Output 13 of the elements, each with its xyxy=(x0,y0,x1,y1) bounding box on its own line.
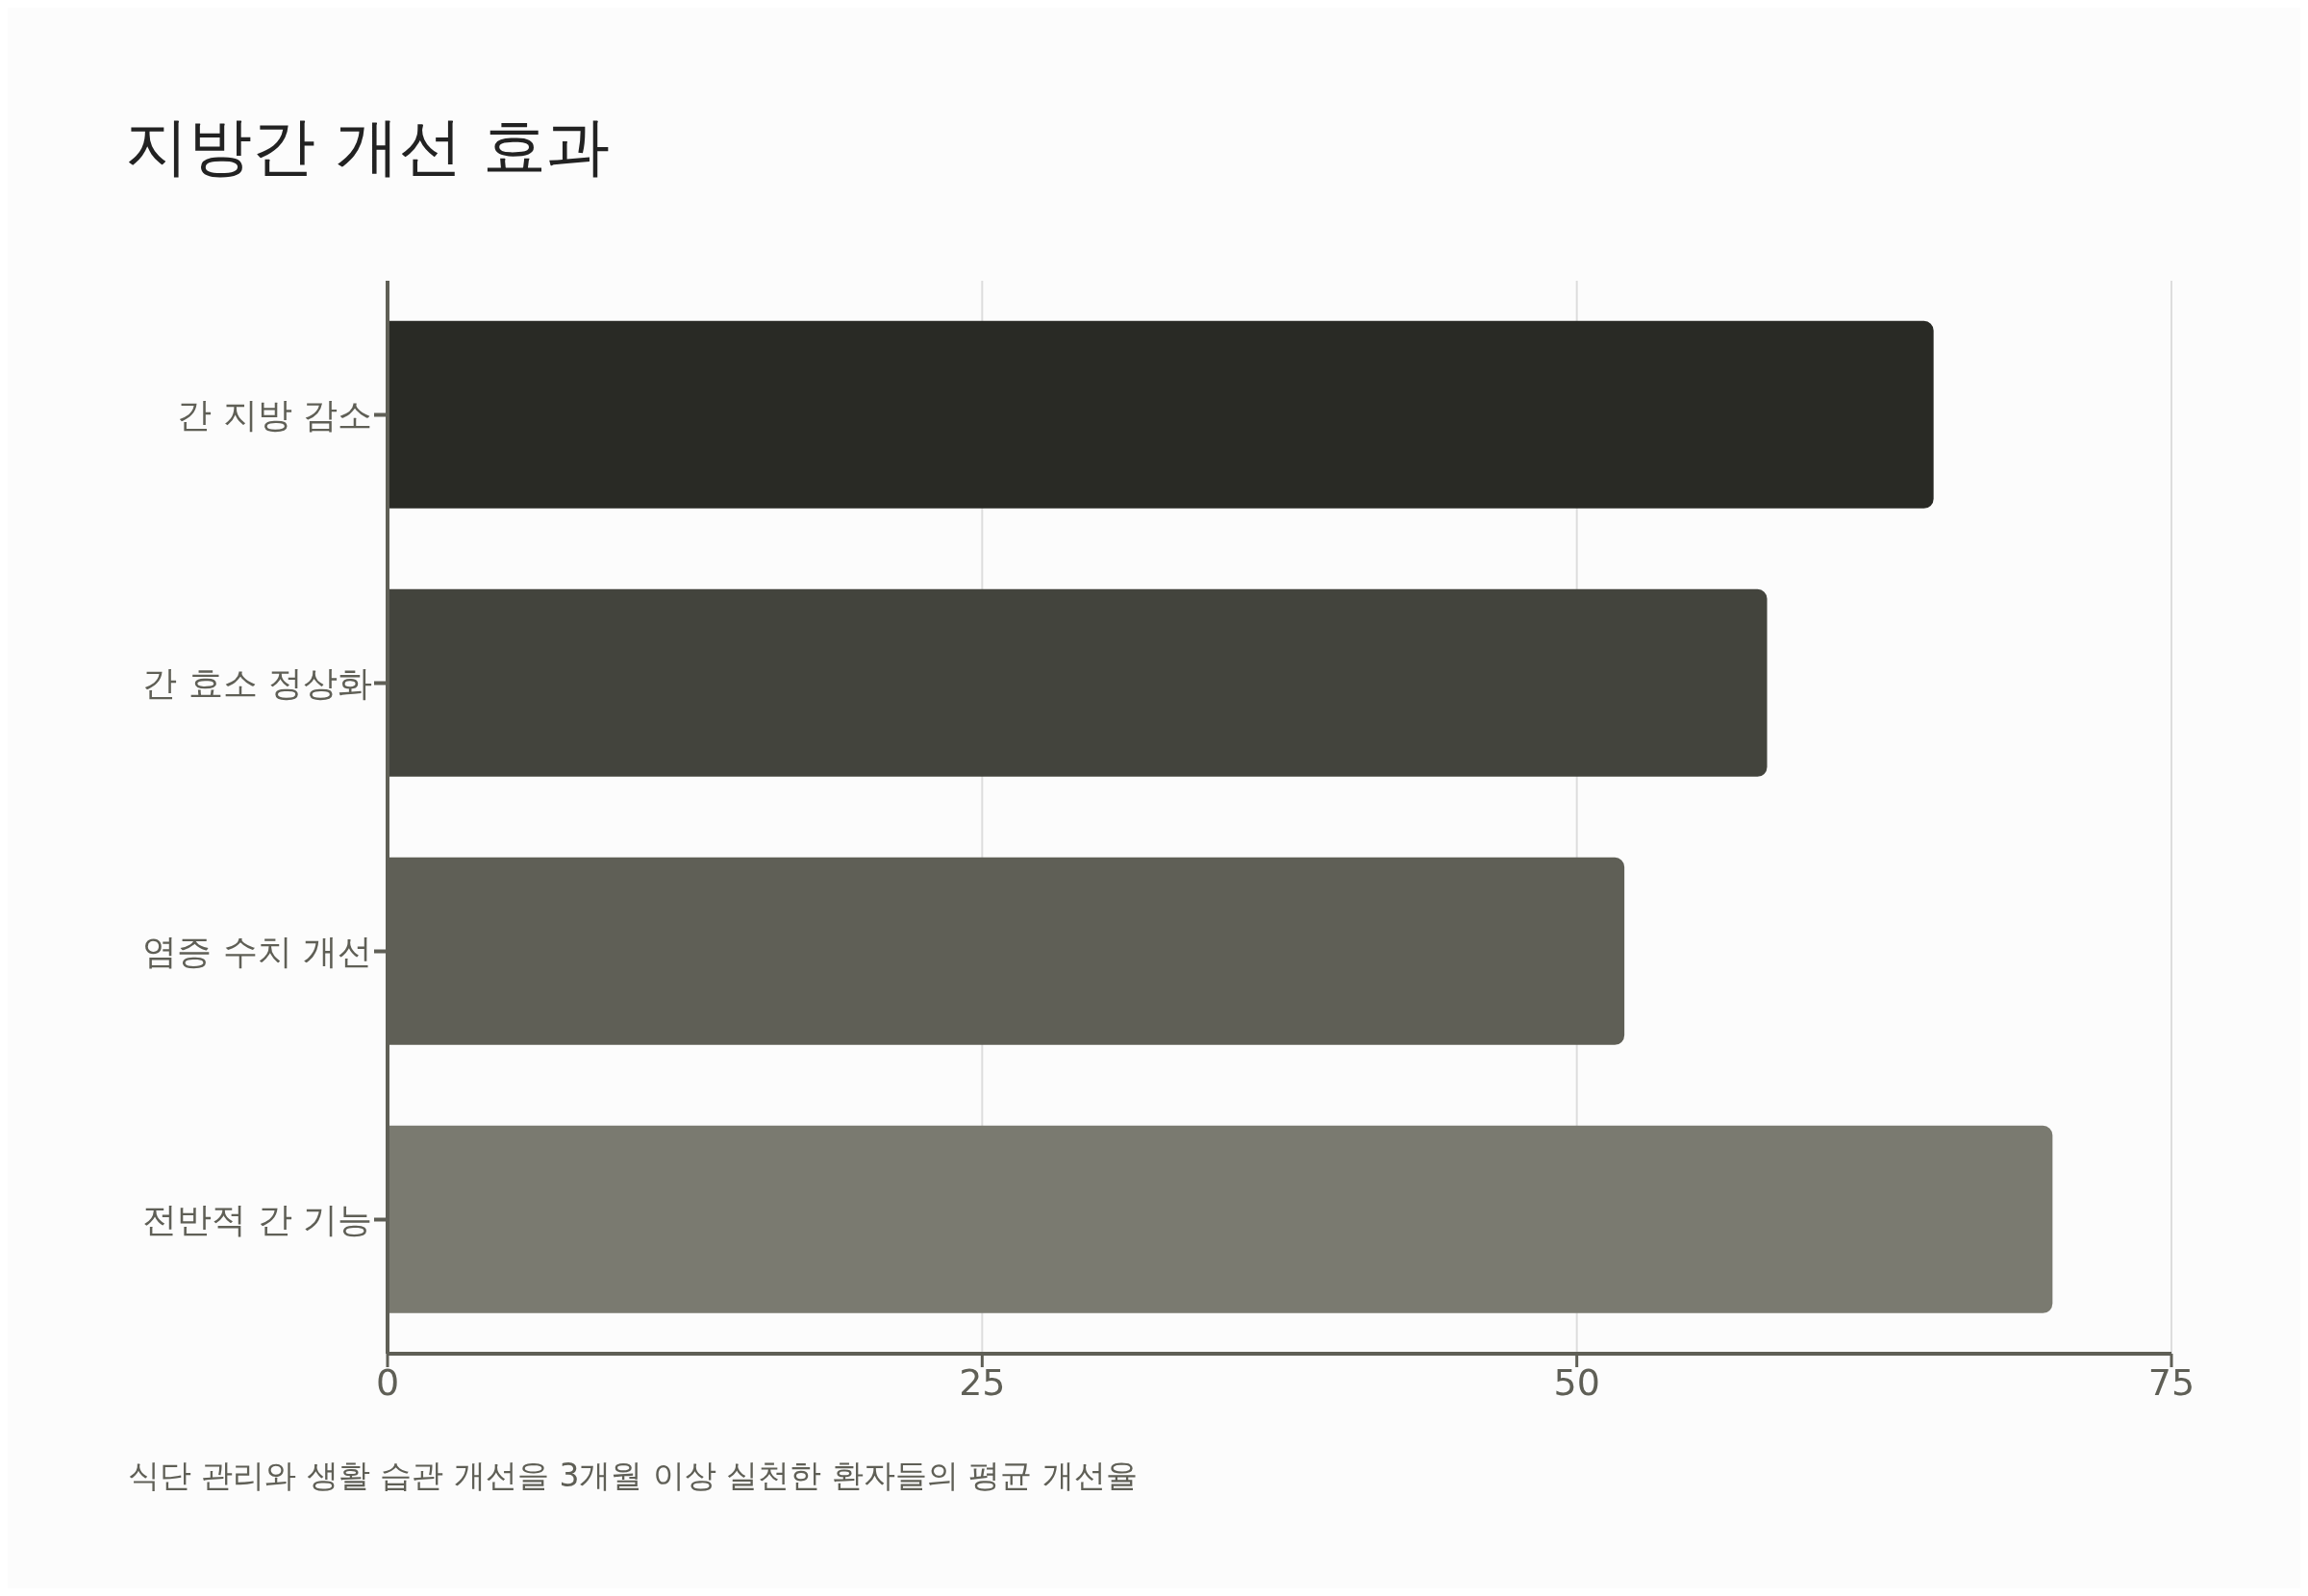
bar xyxy=(388,588,1768,777)
y-tick-label: 간 지방 감소 xyxy=(177,395,372,436)
text: 식단 관리와 생활 습관 개선을 3개월 이상 실천한 환자들의 평균 개선율 xyxy=(128,1456,1138,1496)
bar xyxy=(388,1125,2053,1313)
y-tick-label: 간 효소 정상화 xyxy=(142,663,372,704)
x-tick-label: 0 xyxy=(375,1360,400,1404)
x-tick-label: 50 xyxy=(1553,1360,1600,1404)
y-tick-label: 염증 수치 개선 xyxy=(142,932,372,972)
y-tick-label: 전반적 간 기능 xyxy=(142,1200,372,1240)
chart-title: 지방간 개선 효과 xyxy=(125,109,610,186)
x-tick-label: 25 xyxy=(959,1360,1006,1404)
bar xyxy=(388,320,1934,509)
x-tick-label: 75 xyxy=(2147,1360,2195,1404)
